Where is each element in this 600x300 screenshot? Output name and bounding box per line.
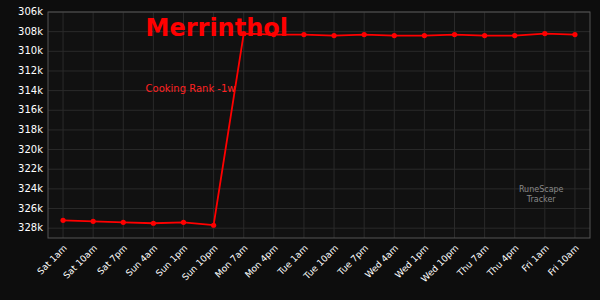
- x-tick-label: Thu 7am: [455, 243, 491, 279]
- grid-line: [394, 12, 395, 238]
- y-tick-label: 310k: [18, 45, 43, 56]
- grid-line: [574, 12, 575, 238]
- y-tick-label: 312k: [18, 65, 43, 76]
- marker: [211, 223, 216, 228]
- x-tick-label: Mon 4pm: [243, 243, 280, 280]
- x-tick-label: Sun 10pm: [180, 243, 220, 283]
- x-tick-label: Fri 1am: [520, 243, 551, 274]
- y-tick-label: 324k: [18, 183, 43, 194]
- grid-line: [48, 149, 590, 150]
- grid-line: [48, 90, 590, 91]
- marker: [331, 33, 336, 38]
- grid-line: [153, 12, 154, 238]
- grid-line: [243, 12, 244, 238]
- grid-line: [213, 12, 214, 238]
- marker: [181, 220, 186, 225]
- marker: [482, 33, 487, 38]
- grid-line: [93, 12, 94, 238]
- y-tick-label: 314k: [18, 85, 43, 96]
- grid-line: [123, 12, 124, 238]
- grid-line: [48, 188, 590, 189]
- marker: [452, 32, 457, 37]
- y-tick-label: 322k: [18, 163, 43, 174]
- marker: [572, 32, 577, 37]
- grid-line: [48, 228, 590, 229]
- grid-line: [48, 208, 590, 209]
- grid-line: [273, 12, 274, 238]
- marker: [60, 218, 65, 223]
- y-tick-label: 316k: [18, 104, 43, 115]
- grid-line: [48, 110, 590, 111]
- y-tick-label: 320k: [18, 144, 43, 155]
- marker: [121, 220, 126, 225]
- subtitle: Cooking Rank -1w: [146, 83, 236, 94]
- watermark-line: Tracker: [526, 195, 557, 204]
- grid-line: [303, 12, 304, 238]
- watermark: RuneScapeTracker: [519, 185, 564, 204]
- grid-line: [364, 12, 365, 238]
- watermark-line: RuneScape: [519, 185, 564, 194]
- grid-line: [334, 12, 335, 238]
- marker: [542, 31, 547, 36]
- grid-line: [48, 169, 590, 170]
- y-tick-label: 318k: [18, 124, 43, 135]
- grid-line: [48, 31, 590, 32]
- grid-line: [48, 51, 590, 52]
- grid-line: [48, 70, 590, 71]
- x-tick-label: Tue 10am: [301, 243, 340, 282]
- data-group: [60, 31, 577, 228]
- title: Merrinthol: [146, 14, 288, 42]
- grid-line: [48, 129, 590, 130]
- grid-line: [63, 12, 64, 238]
- marker: [301, 32, 306, 37]
- grid-line: [514, 12, 515, 238]
- marker: [422, 33, 427, 38]
- grid-line: [424, 12, 425, 238]
- plot-area: [48, 12, 590, 238]
- grid-line: [484, 12, 485, 238]
- x-tick-label: Sun 4am: [124, 243, 159, 278]
- marker: [512, 33, 517, 38]
- x-tick-label: Fri 10am: [546, 243, 581, 278]
- marker: [362, 32, 367, 37]
- x-tick-label: Sat 10am: [61, 243, 99, 281]
- y-tick-label: 308k: [18, 26, 43, 37]
- y-tick-label: 326k: [18, 203, 43, 214]
- grid-line: [454, 12, 455, 238]
- marker: [91, 219, 96, 224]
- chart: 306k 308k 310k 312k 314k 316k 318k 320k 322k 324k…: [0, 0, 600, 300]
- background: [0, 0, 600, 300]
- marker: [151, 221, 156, 226]
- grid-line: [183, 12, 184, 238]
- y-tick-label: 328k: [18, 222, 43, 233]
- y-tick-label: 306k: [18, 6, 43, 17]
- line: [63, 34, 575, 226]
- x-tick-label: Wed 10pm: [419, 243, 460, 284]
- plot-frame: [48, 12, 590, 238]
- x-tick-label: Thu 4pm: [485, 243, 521, 279]
- marker: [392, 33, 397, 38]
